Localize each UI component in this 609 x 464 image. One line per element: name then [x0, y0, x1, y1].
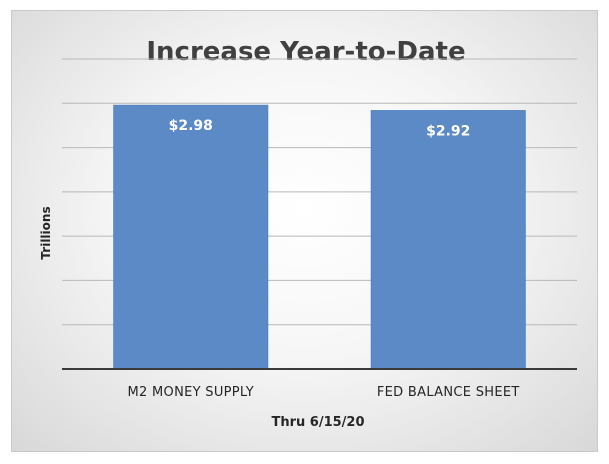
bar-m2-money-supply [113, 104, 269, 370]
x-tick-label: FED BALANCE SHEET [377, 385, 520, 400]
bar-chart: Increase Year-to-Date M2 MONEY SUPPLY FED… [39, 37, 577, 430]
bars [113, 104, 526, 370]
chart-title: Increase Year-to-Date [146, 37, 465, 67]
x-tick-label: M2 MONEY SUPPLY [128, 385, 254, 400]
x-tick-labels: M2 MONEY SUPPLY FED BALANCE SHEET [128, 385, 520, 400]
x-axis-label: Thru 6/15/20 [271, 415, 364, 430]
bar-fed-balance-sheet [370, 110, 526, 370]
data-labels: $2.98 $2.92 [169, 118, 471, 139]
chart-area: Increase Year-to-Date M2 MONEY SUPPLY FED… [11, 10, 598, 452]
data-label: $2.92 [426, 123, 470, 139]
data-label: $2.98 [169, 118, 213, 134]
y-axis-label: Trillions [39, 206, 53, 259]
